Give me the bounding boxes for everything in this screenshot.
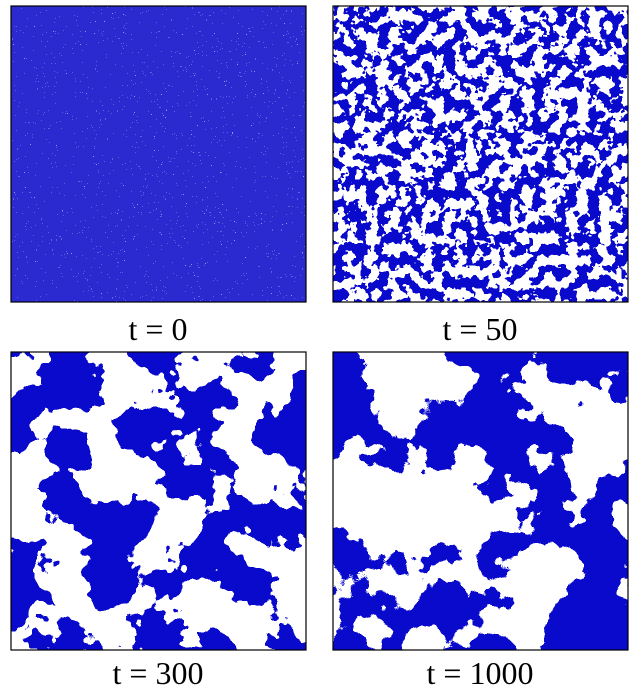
panel-label: t = 0 xyxy=(129,311,188,347)
snapshot xyxy=(333,6,628,302)
panel-frame xyxy=(10,5,307,303)
panel: t = 0 xyxy=(10,5,307,347)
snapshot xyxy=(11,6,306,302)
panel: t = 300 xyxy=(10,351,307,691)
panel-label: t = 300 xyxy=(113,655,204,691)
snapshot xyxy=(333,352,628,650)
panel-frame xyxy=(332,351,629,651)
panel-frame xyxy=(10,351,307,651)
panel: t = 1000 xyxy=(332,351,629,691)
panel: t = 50 xyxy=(332,5,629,347)
panel-frame xyxy=(332,5,629,303)
panel-label: t = 50 xyxy=(443,311,518,347)
panel-label: t = 1000 xyxy=(427,655,534,691)
snapshot xyxy=(11,352,306,650)
